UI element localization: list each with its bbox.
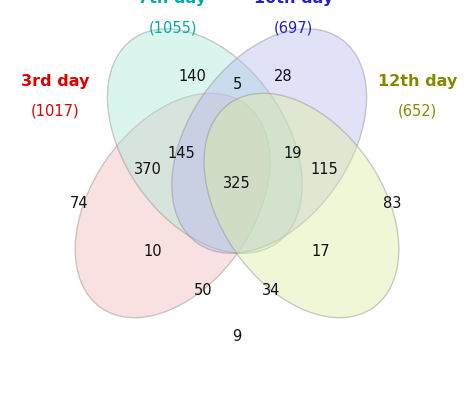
Text: 10th day: 10th day <box>254 0 333 6</box>
Text: 28: 28 <box>274 69 292 84</box>
Text: 50: 50 <box>193 283 212 298</box>
Text: 9: 9 <box>232 329 242 344</box>
Text: 17: 17 <box>311 244 330 259</box>
Text: 19: 19 <box>283 145 302 161</box>
Text: 115: 115 <box>311 162 339 177</box>
Text: (1055): (1055) <box>148 20 197 35</box>
Text: 83: 83 <box>383 196 401 211</box>
Ellipse shape <box>204 93 399 318</box>
Text: 34: 34 <box>262 283 281 298</box>
Text: 3rd day: 3rd day <box>21 74 89 90</box>
Text: 7th day: 7th day <box>138 0 207 6</box>
Text: 12th day: 12th day <box>378 74 457 90</box>
Text: (652): (652) <box>398 104 437 119</box>
Text: 370: 370 <box>134 162 162 177</box>
Ellipse shape <box>172 29 366 253</box>
Ellipse shape <box>108 29 302 253</box>
Text: 5: 5 <box>232 77 242 92</box>
Text: 325: 325 <box>223 176 251 191</box>
Text: 74: 74 <box>70 196 89 211</box>
Text: 145: 145 <box>167 145 195 161</box>
Text: (1017): (1017) <box>31 104 79 119</box>
Text: 140: 140 <box>179 69 207 84</box>
Ellipse shape <box>75 93 270 318</box>
Text: 10: 10 <box>143 244 162 259</box>
Text: (697): (697) <box>274 20 313 35</box>
